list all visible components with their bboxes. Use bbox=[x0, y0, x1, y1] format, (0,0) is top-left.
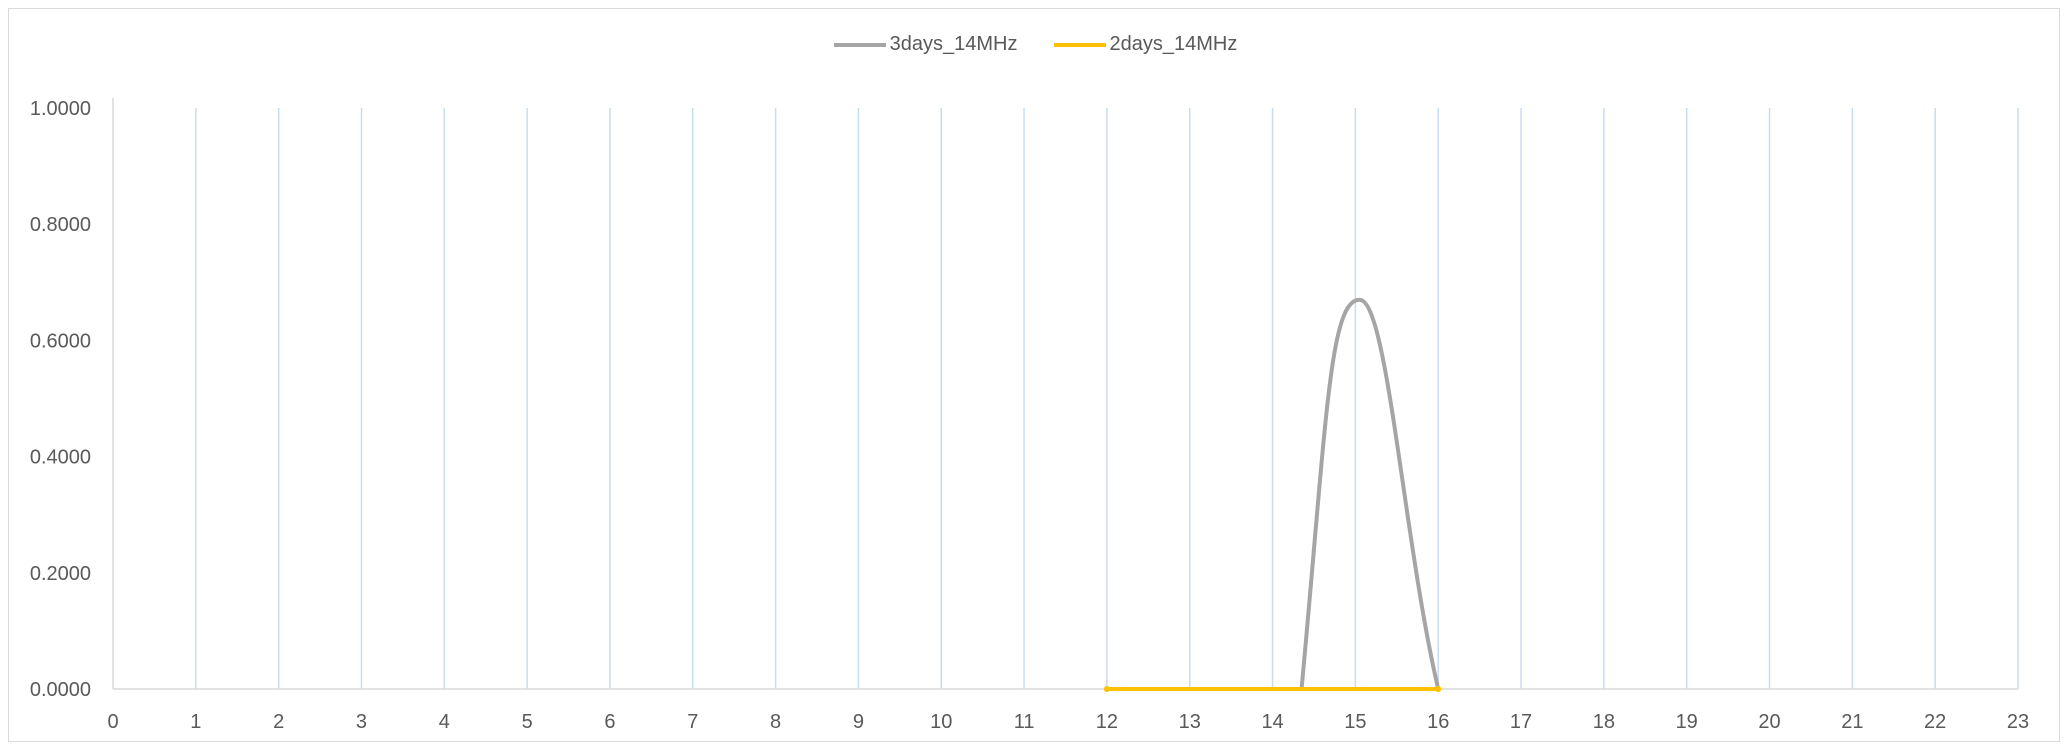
x-tick-label: 9 bbox=[853, 711, 864, 733]
x-tick-label: 18 bbox=[1593, 711, 1615, 733]
y-tick-label: 0.0000 bbox=[30, 679, 91, 701]
chart-area bbox=[8, 8, 2060, 742]
data-point-2days_14MHz bbox=[1103, 686, 1110, 692]
x-tick-label: 12 bbox=[1096, 711, 1118, 733]
x-tick-label: 22 bbox=[1924, 711, 1946, 733]
x-tick-label: 17 bbox=[1510, 711, 1532, 733]
legend-item-2days: 2days_14MHz bbox=[1053, 33, 1238, 56]
x-tick-label: 11 bbox=[1014, 711, 1035, 733]
x-tick-label: 10 bbox=[930, 711, 952, 733]
series-line-3days_14MHz bbox=[1299, 297, 1441, 691]
x-tick-label: 2 bbox=[273, 711, 284, 733]
y-tick-label: 0.4000 bbox=[30, 447, 91, 469]
y-tick-label: 0.2000 bbox=[30, 563, 91, 585]
x-tick-label: 13 bbox=[1179, 711, 1201, 733]
x-tick-label: 6 bbox=[604, 711, 615, 733]
x-tick-label: 3 bbox=[356, 711, 367, 733]
x-tick-label: 21 bbox=[1841, 711, 1863, 733]
data-point-2days_14MHz bbox=[1435, 686, 1442, 692]
y-tick-label: 1.0000 bbox=[30, 98, 91, 120]
x-tick-label: 8 bbox=[770, 711, 781, 733]
x-tick-label: 4 bbox=[439, 711, 450, 733]
legend-swatch-3days bbox=[833, 42, 886, 47]
x-tick-label: 15 bbox=[1344, 711, 1366, 733]
legend-item-3days: 3days_14MHz bbox=[833, 33, 1018, 56]
x-tick-label: 14 bbox=[1261, 711, 1283, 733]
x-tick-label: 23 bbox=[2007, 711, 2029, 733]
x-tick-label: 5 bbox=[522, 711, 533, 733]
x-tick-label: 0 bbox=[107, 711, 118, 733]
legend-label-2days: 2days_14MHz bbox=[1109, 33, 1238, 55]
x-tick-label: 1 bbox=[190, 711, 201, 733]
y-tick-label: 0.8000 bbox=[30, 214, 91, 236]
legend: 3days_14MHz 2days_14MHz bbox=[0, 33, 2071, 56]
y-tick-label: 0.6000 bbox=[30, 330, 91, 352]
legend-label-3days: 3days_14MHz bbox=[889, 33, 1018, 55]
x-tick-label: 20 bbox=[1758, 711, 1780, 733]
x-tick-label: 7 bbox=[687, 711, 698, 733]
legend-swatch-2days bbox=[1053, 42, 1106, 47]
x-tick-label: 19 bbox=[1676, 711, 1698, 733]
x-tick-label: 16 bbox=[1427, 711, 1449, 733]
